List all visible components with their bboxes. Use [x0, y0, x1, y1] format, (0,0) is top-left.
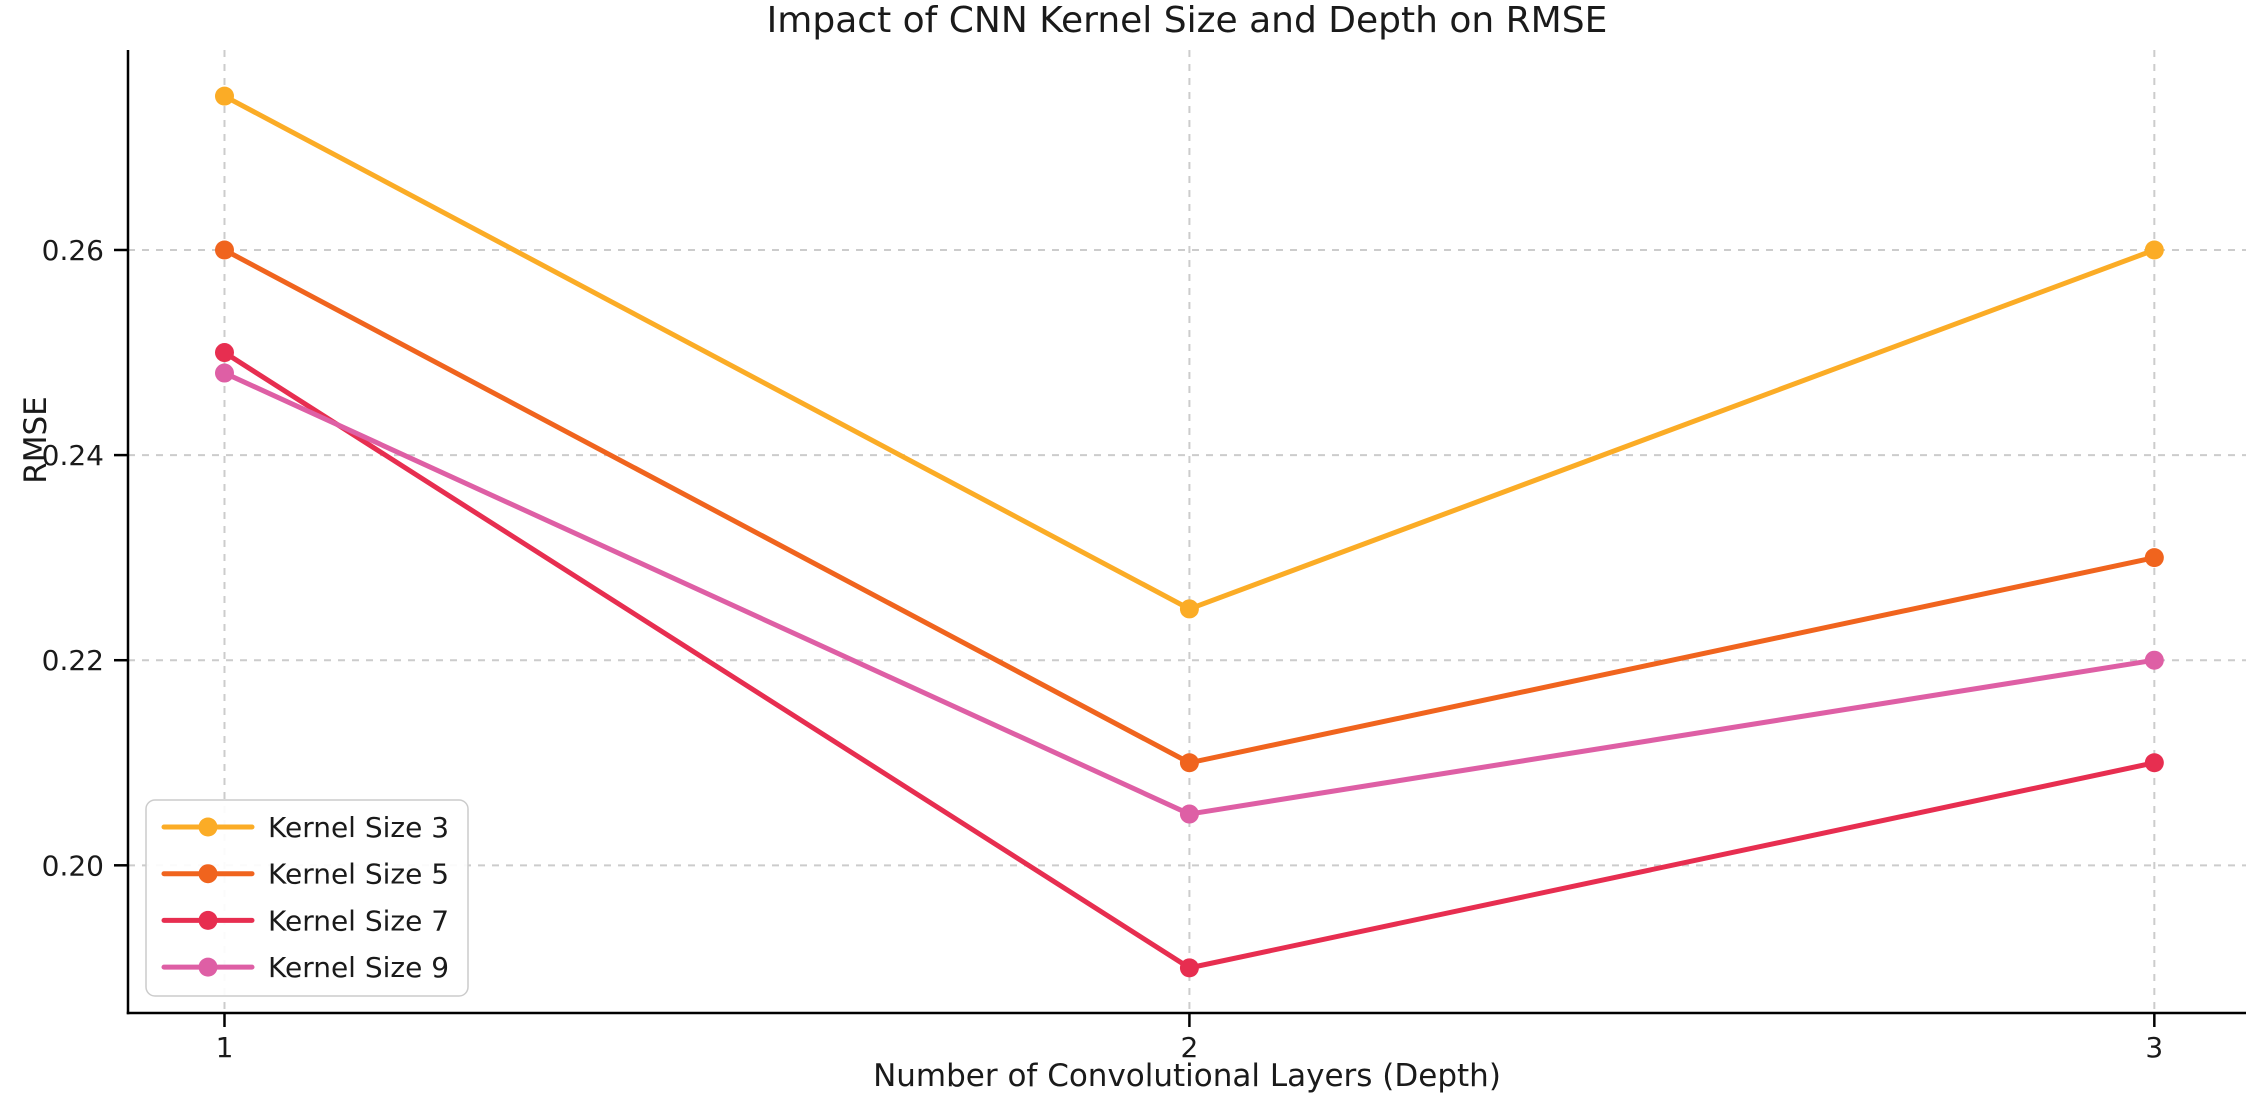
y-axis-label: RMSE [18, 396, 54, 484]
data-point-marker-kernel-size-7 [2144, 753, 2164, 773]
data-point-marker-kernel-size-5 [2144, 548, 2164, 568]
legend-item-label: Kernel Size 9 [268, 951, 449, 984]
legend-item-label: Kernel Size 3 [268, 811, 449, 844]
legend-item-label: Kernel Size 7 [268, 904, 449, 937]
legend-swatch-marker [198, 957, 218, 977]
y-tick-label: 0.24 [42, 439, 104, 472]
y-tick-label: 0.26 [42, 234, 104, 267]
data-point-marker-kernel-size-9 [1179, 804, 1199, 824]
data-point-marker-kernel-size-9 [2144, 650, 2164, 670]
legend-swatch-marker [198, 817, 218, 837]
data-point-marker-kernel-size-7 [1179, 958, 1199, 978]
series-line-kernel-size-9 [221, 370, 2157, 817]
data-point-marker-kernel-size-5 [1179, 753, 1199, 773]
legend-item-label: Kernel Size 5 [268, 858, 449, 891]
chart-title: Impact of CNN Kernel Size and Depth on R… [766, 0, 1608, 41]
data-point-marker-kernel-size-9 [214, 363, 234, 383]
data-point-marker-kernel-size-3 [1179, 599, 1199, 619]
data-point-marker-kernel-size-3 [214, 86, 234, 106]
legend-box [145, 799, 469, 997]
x-tick-label: 2 [1180, 1031, 1198, 1064]
y-tick-label: 0.22 [42, 644, 104, 677]
legend-swatch-marker [198, 864, 218, 884]
x-tick-label: 3 [2145, 1031, 2163, 1064]
legend-swatch-marker [198, 910, 218, 930]
y-tick-label: 0.20 [42, 849, 104, 882]
x-tick-label: 1 [216, 1031, 234, 1064]
data-point-marker-kernel-size-3 [2144, 240, 2164, 260]
x-axis-label: Number of Convolutional Layers (Depth) [873, 1058, 1501, 1094]
data-point-marker-kernel-size-5 [214, 240, 234, 260]
data-point-marker-kernel-size-7 [214, 343, 234, 363]
